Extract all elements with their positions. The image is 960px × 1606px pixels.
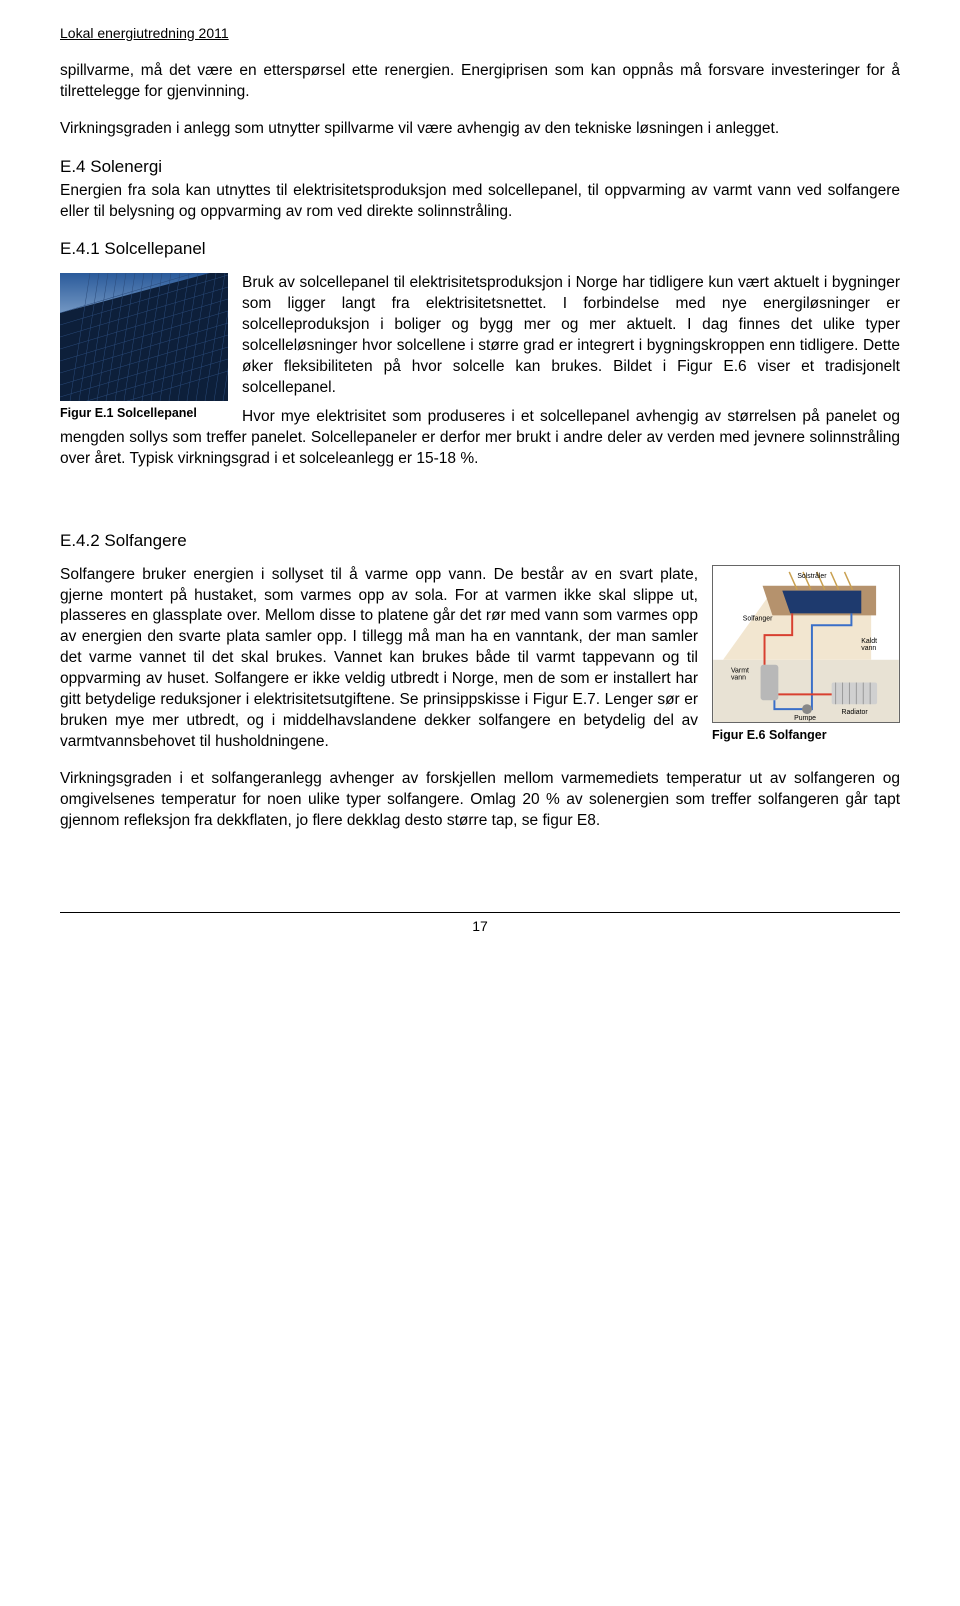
heading-e42: E.4.2 Solfangere (60, 530, 900, 553)
paragraph: Virkningsgraden i anlegg som utnytter sp… (60, 119, 900, 140)
paragraph: Virkningsgraden i et solfangeranlegg avh… (60, 769, 900, 832)
page-header: Lokal energiutredning 2011 (60, 24, 900, 43)
svg-text:Solfanger: Solfanger (743, 615, 773, 622)
figure-caption: Figur E.1 Solcellepanel (60, 405, 228, 422)
figure-e1: Figur E.1 Solcellepanel (60, 273, 228, 422)
paragraph: spillvarme, må det være en etterspørsel … (60, 61, 900, 103)
svg-text:Solstråler: Solstråler (797, 571, 827, 579)
heading-e41: E.4.1 Solcellepanel (60, 238, 900, 261)
svg-text:Radiator: Radiator (842, 709, 869, 716)
svg-text:vann: vann (861, 645, 876, 652)
heading-e4: E.4 Solenergi (60, 156, 900, 179)
page-footer: 17 (60, 912, 900, 936)
page-number: 17 (472, 918, 488, 934)
solar-collector-diagram-icon: Solstråler Solfanger Varmt vann Kaldt va… (712, 565, 900, 723)
paragraph: Energien fra sola kan utnyttes til elekt… (60, 181, 900, 223)
figure-caption: Figur E.6 Solfanger (712, 727, 900, 744)
figure-e6: Solstråler Solfanger Varmt vann Kaldt va… (712, 565, 900, 744)
solar-panel-icon (60, 273, 228, 401)
svg-text:vann: vann (731, 674, 746, 681)
svg-text:Pumpe: Pumpe (794, 715, 816, 722)
